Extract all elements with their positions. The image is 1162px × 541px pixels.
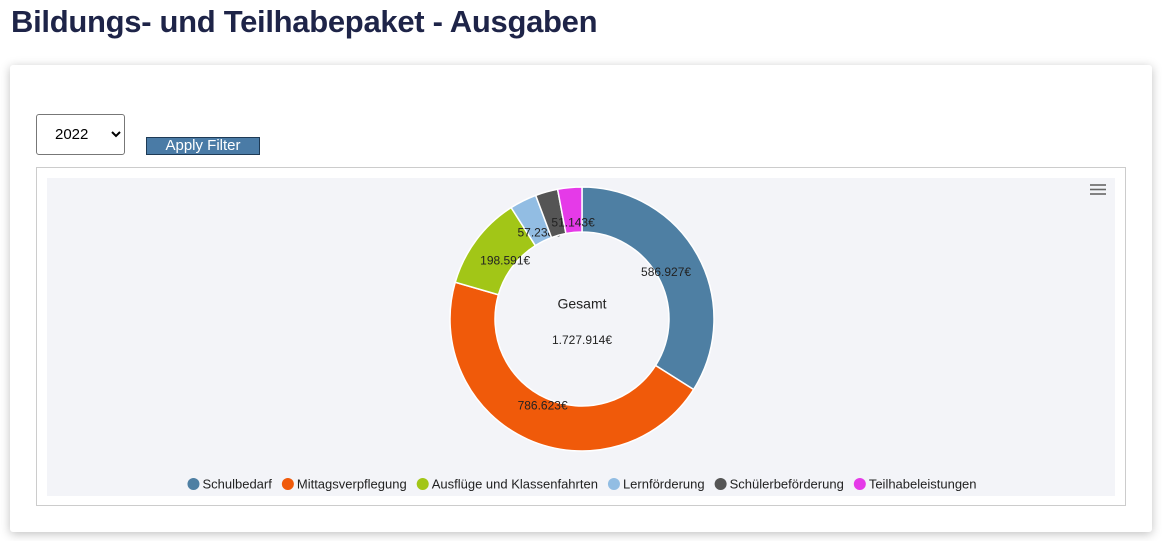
- legend-label: Teilhabeleistungen: [869, 476, 977, 491]
- legend-marker: [853, 478, 866, 490]
- page-title: Bildungs- und Teilhabepaket - Ausgaben: [11, 4, 598, 39]
- legend-item[interactable]: Lernförderung: [607, 476, 705, 491]
- legend-label: Schulbedarf: [202, 476, 272, 491]
- legend-marker: [187, 478, 200, 490]
- legend-item[interactable]: Schulbedarf: [187, 476, 272, 491]
- center-label: Gesamt: [557, 296, 606, 312]
- donut-slice: [581, 186, 715, 391]
- data-label: 51.143€: [551, 216, 595, 230]
- year-select[interactable]: 2022: [36, 114, 125, 155]
- chart-container: Gesamt 1.727.914€ 586.927€ 786.623€ 198.59…: [36, 167, 1126, 506]
- legend-marker: [607, 478, 620, 490]
- donut-slice: [449, 281, 695, 452]
- data-label: 586.927€: [641, 265, 691, 279]
- legend-label: Ausflüge und Klassenfahrten: [432, 476, 598, 491]
- center-total: 1.727.914€: [552, 333, 612, 347]
- apply-filter-button[interactable]: Apply Filter: [146, 137, 260, 155]
- legend-item[interactable]: Teilhabeleistungen: [853, 476, 977, 491]
- legend-marker: [416, 478, 429, 490]
- data-label: 198.591€: [480, 254, 530, 268]
- chart: Gesamt 1.727.914€ 586.927€ 786.623€ 198.59…: [47, 178, 1115, 496]
- legend-marker: [714, 478, 727, 490]
- legend-item[interactable]: Mittagsverpflegung: [281, 476, 407, 491]
- data-label: 786.623€: [518, 399, 568, 413]
- legend: Schulbedarf Mittagsverpflegung Ausflüge un…: [187, 476, 977, 491]
- card: 2022 Apply Filter Gesamt 1.727.914€ 586.…: [10, 65, 1152, 532]
- donut-slice: [556, 186, 583, 235]
- legend-item[interactable]: Schülerbeförderung: [714, 476, 844, 491]
- legend-item[interactable]: Ausflüge und Klassenfahrten: [416, 476, 598, 491]
- menu-icon[interactable]: [1090, 184, 1106, 195]
- legend-label: Mittagsverpflegung: [297, 476, 407, 491]
- legend-label: Schülerbeförderung: [730, 476, 844, 491]
- legend-marker: [281, 478, 294, 490]
- legend-label: Lernförderung: [623, 476, 705, 491]
